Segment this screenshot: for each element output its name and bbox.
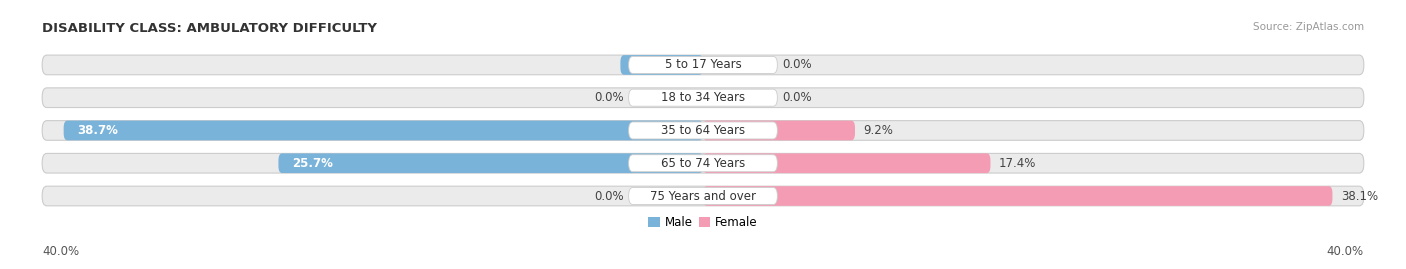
Text: 35 to 64 Years: 35 to 64 Years [661,124,745,137]
Text: 18 to 34 Years: 18 to 34 Years [661,91,745,104]
Text: 17.4%: 17.4% [998,157,1036,170]
Text: 0.0%: 0.0% [782,58,811,72]
FancyBboxPatch shape [703,186,1333,206]
FancyBboxPatch shape [628,56,778,73]
FancyBboxPatch shape [42,121,1364,140]
FancyBboxPatch shape [42,88,1364,108]
Text: 40.0%: 40.0% [1327,245,1364,258]
Text: 38.7%: 38.7% [77,124,118,137]
Text: 40.0%: 40.0% [42,245,79,258]
FancyBboxPatch shape [42,186,1364,206]
Text: 0.0%: 0.0% [595,189,624,203]
Text: 0.0%: 0.0% [595,91,624,104]
Text: 5.0%: 5.0% [634,58,666,72]
Text: Source: ZipAtlas.com: Source: ZipAtlas.com [1253,22,1364,31]
Text: 25.7%: 25.7% [291,157,332,170]
FancyBboxPatch shape [628,89,778,106]
FancyBboxPatch shape [278,153,703,173]
Text: 5 to 17 Years: 5 to 17 Years [665,58,741,72]
FancyBboxPatch shape [42,55,1364,75]
FancyBboxPatch shape [703,121,855,140]
FancyBboxPatch shape [703,153,990,173]
FancyBboxPatch shape [628,122,778,139]
Text: 0.0%: 0.0% [782,91,811,104]
FancyBboxPatch shape [620,55,703,75]
Text: 75 Years and over: 75 Years and over [650,189,756,203]
Legend: Male, Female: Male, Female [648,216,758,229]
FancyBboxPatch shape [628,155,778,172]
Text: 65 to 74 Years: 65 to 74 Years [661,157,745,170]
FancyBboxPatch shape [63,121,703,140]
Text: 9.2%: 9.2% [863,124,893,137]
FancyBboxPatch shape [628,187,778,204]
Text: 38.1%: 38.1% [1341,189,1378,203]
Text: DISABILITY CLASS: AMBULATORY DIFFICULTY: DISABILITY CLASS: AMBULATORY DIFFICULTY [42,22,377,34]
FancyBboxPatch shape [42,153,1364,173]
